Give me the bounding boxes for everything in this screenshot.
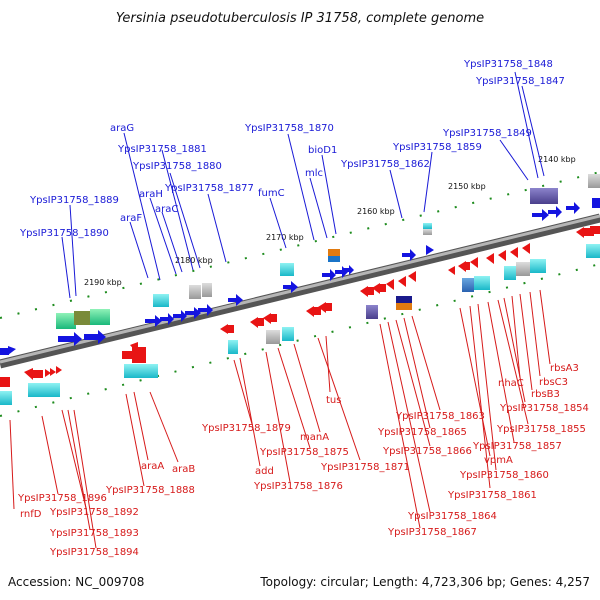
- tick-2150: 2150 kbp: [448, 182, 486, 191]
- gene-label-YpsIP31758_1893: YpsIP31758_1893: [49, 528, 139, 539]
- gene-label-YpsIP31758_1849: YpsIP31758_1849: [442, 128, 532, 139]
- reverse-feature-boxes: [0, 244, 600, 405]
- accession-text: Accession: NC_009708: [8, 575, 144, 589]
- gene-label-YpsIP31758_1847: YpsIP31758_1847: [475, 76, 565, 87]
- gene-label-tus: tus: [326, 395, 341, 406]
- tick-2180: 2180 kbp: [175, 256, 213, 265]
- gene-label-YpsIP31758_1865: YpsIP31758_1865: [377, 427, 467, 438]
- gene-label-araH: araH: [139, 189, 163, 200]
- gene-label-YpsIP31758_1871: YpsIP31758_1871: [320, 462, 410, 473]
- gene-label-YpsIP31758_1860: YpsIP31758_1860: [459, 470, 549, 481]
- tick-2140: 2140 kbp: [538, 155, 576, 164]
- gene-label-YpsIP31758_1861: YpsIP31758_1861: [447, 490, 537, 501]
- gene-label-araB: araB: [172, 464, 195, 475]
- gene-label-YpsIP31758_1877: YpsIP31758_1877: [164, 183, 254, 194]
- gene-label-YpsIP31758_1890: YpsIP31758_1890: [19, 228, 109, 239]
- gene-label-YpsIP31758_1892: YpsIP31758_1892: [49, 507, 139, 518]
- gene-label-YpsIP31758_1881: YpsIP31758_1881: [117, 144, 207, 155]
- forward-feature-boxes: [56, 174, 600, 329]
- genome-summary-text: Topology: circular; Length: 4,723,306 bp…: [259, 575, 590, 589]
- gene-label-rbsA3: rbsA3: [550, 363, 579, 374]
- gene-label-YpsIP31758_1894: YpsIP31758_1894: [49, 547, 139, 558]
- gene-label-YpsIP31758_1875: YpsIP31758_1875: [259, 447, 349, 458]
- gene-label-YpsIP31758_1889: YpsIP31758_1889: [29, 195, 119, 206]
- gene-label-YpsIP31758_1854: YpsIP31758_1854: [499, 403, 589, 414]
- reverse-leader-lines: [9, 289, 551, 549]
- gene-label-vpmA: vpmA: [484, 455, 513, 466]
- gene-label-manA: manA: [300, 432, 329, 443]
- gene-label-araG: araG: [110, 123, 134, 134]
- gene-label-YpsIP31758_1867: YpsIP31758_1867: [387, 527, 477, 538]
- gene-label-YpsIP31758_1862: YpsIP31758_1862: [340, 159, 430, 170]
- gene-label-YpsIP31758_1863: YpsIP31758_1863: [395, 411, 485, 422]
- gene-label-YpsIP31758_1859: YpsIP31758_1859: [392, 142, 482, 153]
- gene-label-rbsB3: rbsB3: [531, 389, 560, 400]
- tick-track-upper: [0, 171, 600, 319]
- reverse-genes: [0, 226, 600, 387]
- gene-label-fumC: fumC: [258, 188, 285, 199]
- gene-label-YpsIP31758_1876: YpsIP31758_1876: [253, 481, 343, 492]
- forward-leader-lines: [61, 71, 545, 299]
- reverse-gene-labels: rbsA3 rbsC3 rbsB3 nhaC YpsIP31758_1854 Y…: [17, 363, 589, 558]
- gene-label-YpsIP31758_1880: YpsIP31758_1880: [132, 161, 222, 172]
- gene-label-rbsC3: rbsC3: [539, 377, 568, 388]
- forward-gene-labels: YpsIP31758_1848 YpsIP31758_1847 YpsIP317…: [19, 59, 565, 239]
- gene-label-YpsIP31758_1848: YpsIP31758_1848: [463, 59, 553, 70]
- gene-label-YpsIP31758_1855: YpsIP31758_1855: [496, 424, 586, 435]
- gene-label-nhaC: nhaC: [498, 378, 524, 389]
- tick-2160: 2160 kbp: [357, 207, 395, 216]
- map-title: Yersinia pseudotuberculosis IP 31758, co…: [116, 11, 484, 26]
- gene-label-mlc: mlc: [305, 168, 323, 179]
- gene-label-YpsIP31758_1864: YpsIP31758_1864: [407, 511, 497, 522]
- gene-label-YpsIP31758_1888: YpsIP31758_1888: [105, 485, 195, 496]
- gene-label-araF: araF: [120, 213, 142, 224]
- gene-label-araC: araC: [155, 204, 178, 215]
- gene-label-YpsIP31758_1857: YpsIP31758_1857: [472, 441, 562, 452]
- gene-label-rnfD: rnfD: [20, 509, 42, 520]
- gene-label-bioD1: bioD1: [308, 145, 337, 156]
- gene-label-YpsIP31758_1896: YpsIP31758_1896: [17, 493, 107, 504]
- gene-label-YpsIP31758_1879: YpsIP31758_1879: [201, 423, 291, 434]
- tick-2190: 2190 kbp: [84, 278, 122, 287]
- gene-label-YpsIP31758_1866: YpsIP31758_1866: [382, 446, 472, 457]
- gene-label-YpsIP31758_1870: YpsIP31758_1870: [244, 123, 334, 134]
- tick-2170: 2170 kbp: [266, 233, 304, 242]
- forward-genes: [0, 198, 600, 355]
- gene-label-add: add: [255, 466, 274, 477]
- gene-label-araA: araA: [141, 461, 164, 472]
